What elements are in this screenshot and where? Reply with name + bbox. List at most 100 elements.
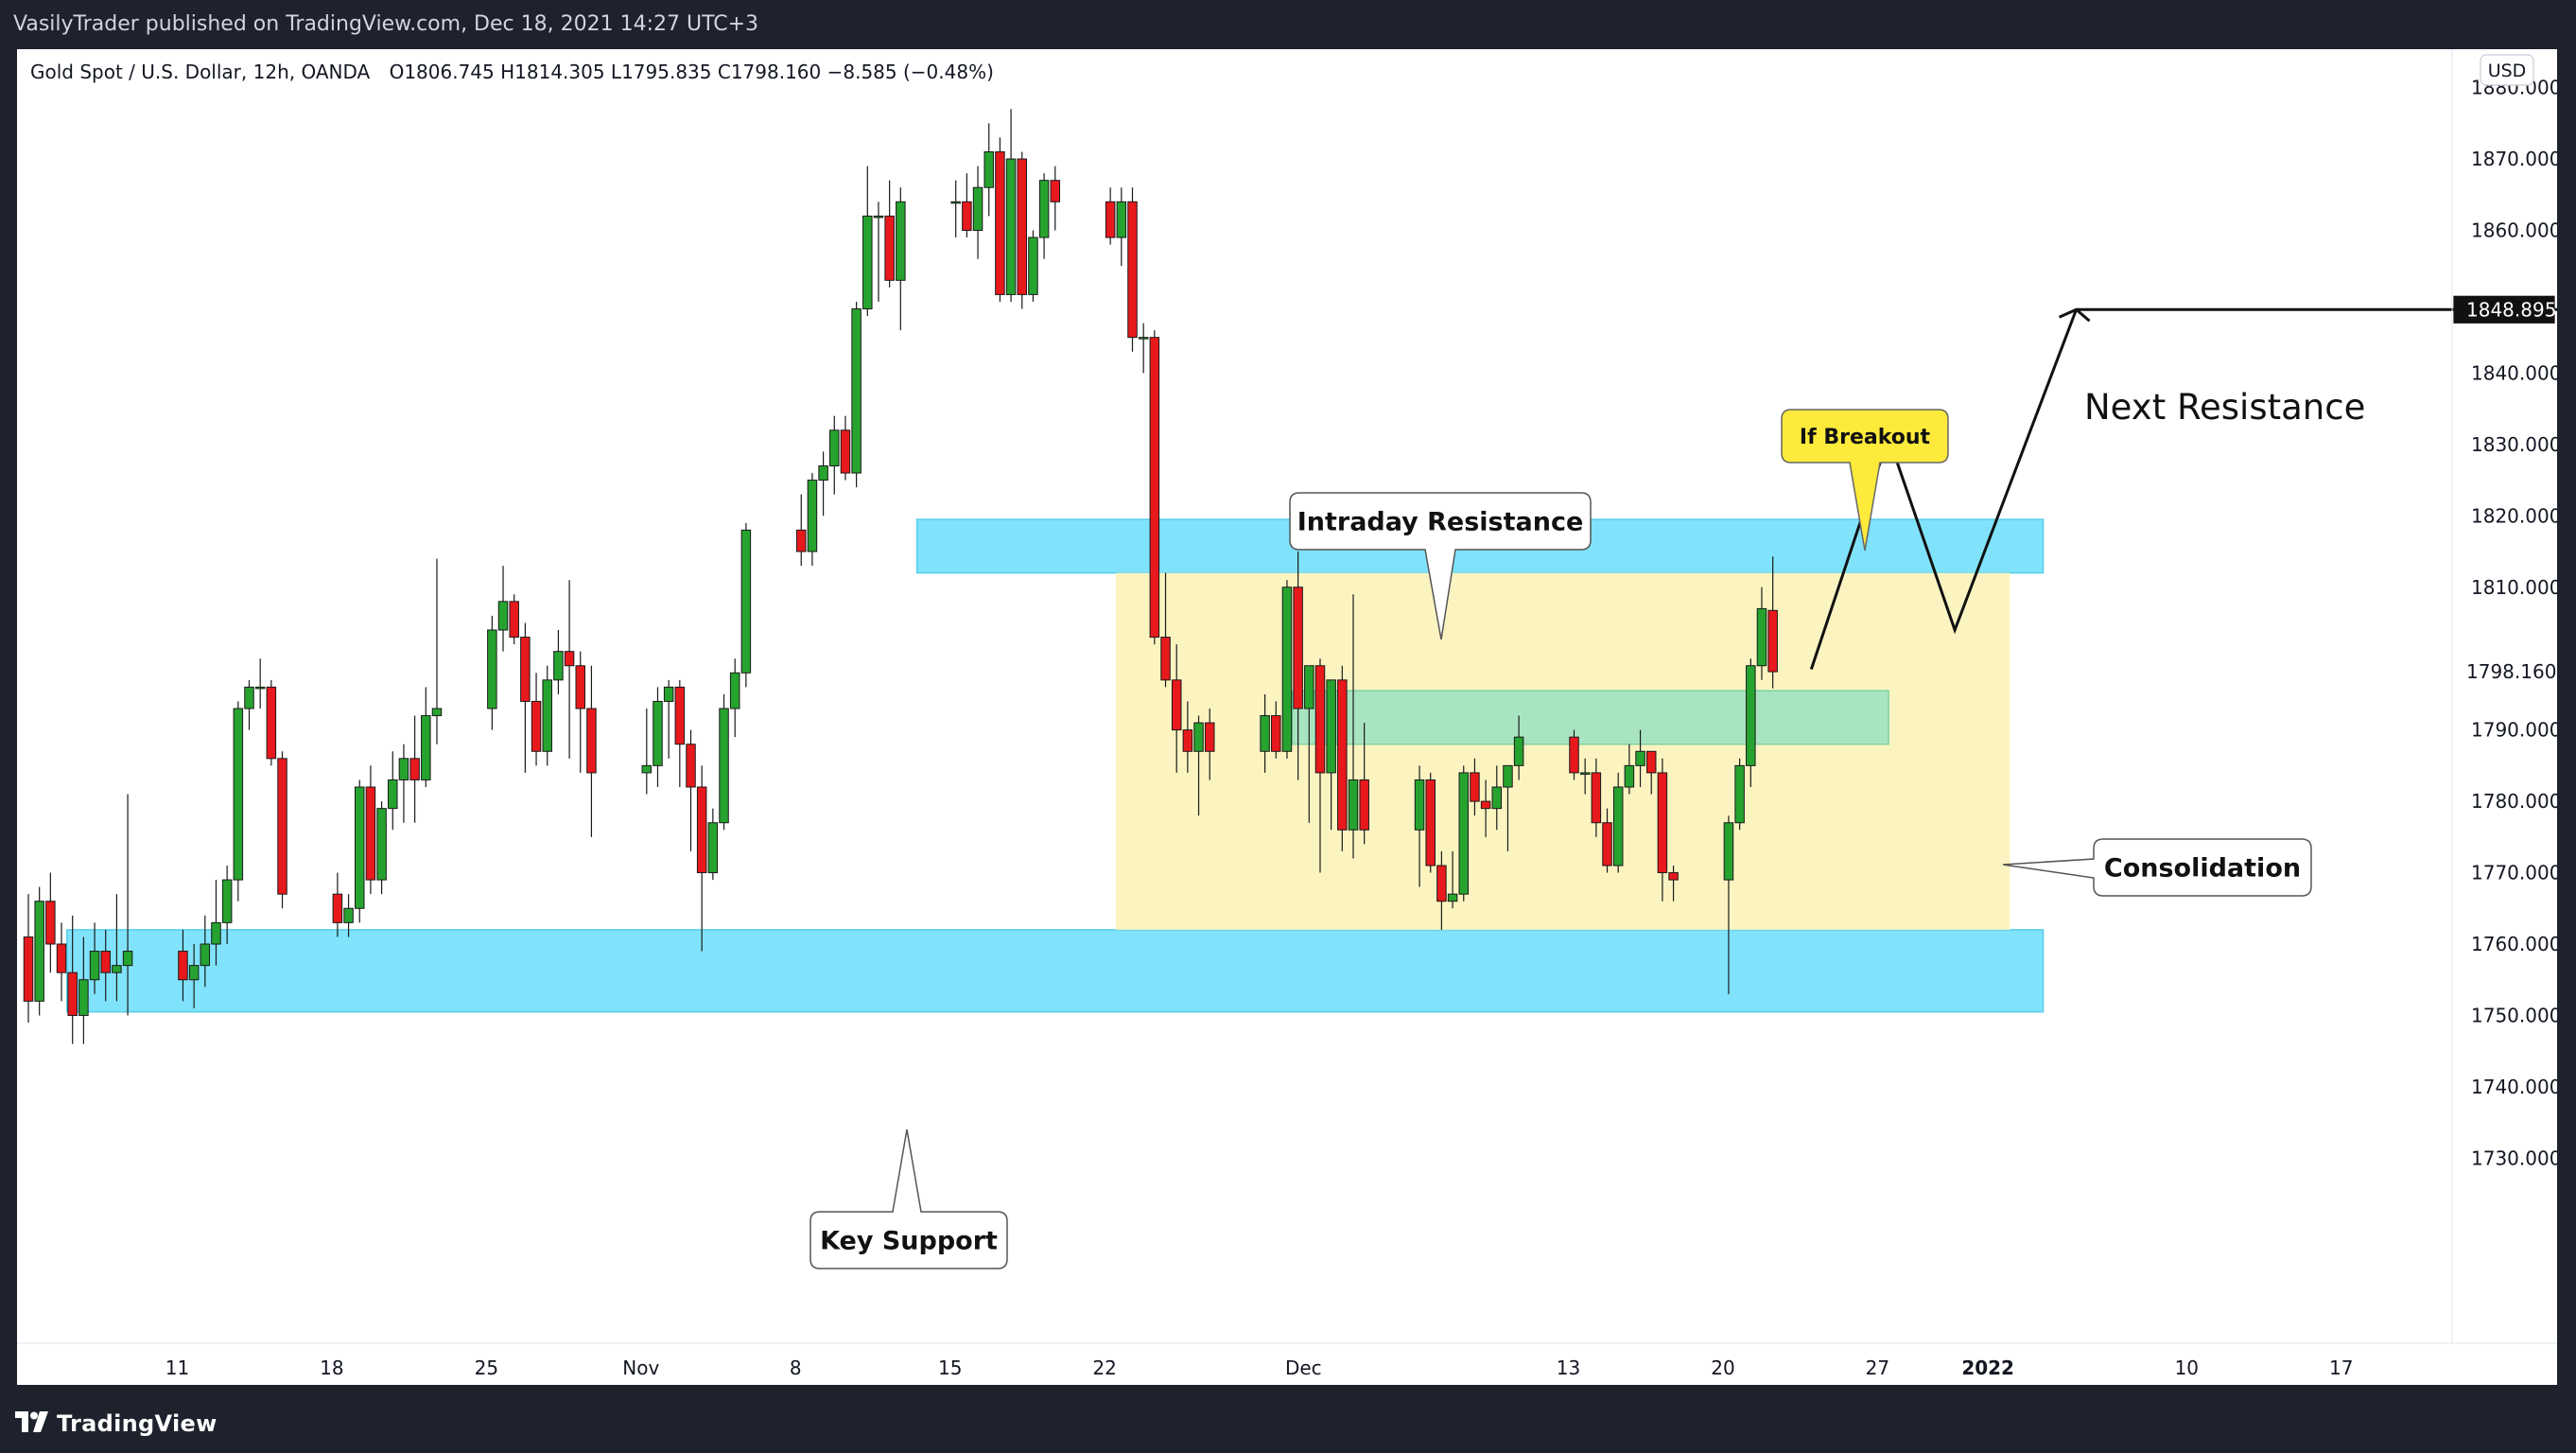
candle[interactable] bbox=[740, 522, 752, 688]
candle[interactable] bbox=[1470, 758, 1480, 816]
candle[interactable] bbox=[1271, 701, 1281, 759]
candle[interactable] bbox=[542, 665, 552, 766]
candle[interactable] bbox=[1116, 187, 1127, 267]
candle[interactable] bbox=[553, 630, 564, 694]
candle[interactable] bbox=[1447, 850, 1458, 909]
candle[interactable] bbox=[1326, 679, 1336, 831]
candle[interactable] bbox=[1182, 701, 1193, 773]
candle[interactable] bbox=[1491, 765, 1503, 831]
key-support-label[interactable]: Key Support bbox=[809, 1129, 1008, 1269]
candle[interactable] bbox=[962, 173, 972, 238]
candle[interactable] bbox=[1767, 556, 1778, 689]
candle[interactable] bbox=[34, 886, 44, 1016]
candle[interactable] bbox=[586, 665, 597, 837]
candle[interactable] bbox=[1171, 644, 1182, 773]
candle[interactable] bbox=[1612, 772, 1624, 873]
projected-path-line[interactable] bbox=[1809, 308, 2078, 670]
candle[interactable] bbox=[1425, 772, 1436, 873]
candle[interactable] bbox=[78, 937, 89, 1044]
candle[interactable] bbox=[1602, 808, 1612, 873]
candle[interactable] bbox=[100, 929, 111, 1002]
candle[interactable] bbox=[409, 715, 420, 823]
chart-panel[interactable]: Intraday Resistance Key Support Consolidat… bbox=[17, 49, 2557, 1385]
candle[interactable] bbox=[421, 687, 431, 788]
candle[interactable] bbox=[1480, 779, 1491, 837]
candle[interactable] bbox=[796, 494, 807, 567]
candle[interactable] bbox=[1513, 715, 1524, 780]
candle[interactable] bbox=[862, 166, 873, 317]
candle[interactable] bbox=[1635, 729, 1645, 788]
candle[interactable] bbox=[1624, 744, 1635, 795]
candle[interactable] bbox=[1050, 166, 1061, 231]
candle[interactable] bbox=[365, 765, 376, 895]
candle[interactable] bbox=[1138, 323, 1149, 374]
candle[interactable] bbox=[1293, 551, 1303, 780]
key-support-zone[interactable] bbox=[65, 929, 2045, 1013]
candle[interactable] bbox=[950, 180, 961, 238]
candle[interactable] bbox=[1458, 765, 1469, 902]
candle[interactable] bbox=[575, 651, 585, 773]
candle[interactable] bbox=[398, 744, 409, 823]
candle[interactable] bbox=[1348, 594, 1359, 859]
candle[interactable] bbox=[1028, 230, 1038, 302]
candle[interactable] bbox=[487, 615, 497, 730]
candle[interactable] bbox=[851, 301, 862, 488]
candle[interactable] bbox=[254, 658, 266, 709]
candle[interactable] bbox=[67, 915, 78, 1044]
candle[interactable] bbox=[1005, 109, 1017, 302]
candle[interactable] bbox=[211, 880, 221, 966]
candle[interactable] bbox=[1359, 723, 1369, 845]
candle[interactable] bbox=[1314, 658, 1326, 873]
candle[interactable] bbox=[277, 751, 287, 909]
candle[interactable] bbox=[1414, 765, 1425, 887]
candle[interactable] bbox=[531, 673, 542, 766]
candle[interactable] bbox=[1160, 572, 1171, 688]
candle[interactable] bbox=[1591, 758, 1602, 837]
candle[interactable] bbox=[829, 415, 840, 495]
candlestick-chart[interactable]: Intraday Resistance Key Support Consolidat… bbox=[17, 49, 2557, 1385]
candle[interactable] bbox=[244, 679, 254, 730]
candle[interactable] bbox=[674, 679, 686, 788]
candle[interactable] bbox=[1756, 586, 1767, 680]
candle[interactable] bbox=[1569, 729, 1579, 780]
candle[interactable] bbox=[840, 415, 851, 481]
candle[interactable] bbox=[388, 751, 398, 831]
inner-consolidation-zone[interactable] bbox=[1291, 690, 1889, 745]
candle[interactable] bbox=[376, 801, 387, 895]
intraday-resistance-label[interactable]: Intraday Resistance bbox=[1289, 492, 1592, 640]
candle[interactable] bbox=[1436, 850, 1447, 930]
candle[interactable] bbox=[89, 922, 100, 994]
candle[interactable] bbox=[233, 701, 244, 902]
candle[interactable] bbox=[1645, 750, 1657, 795]
candle[interactable] bbox=[355, 779, 365, 923]
candle[interactable] bbox=[983, 123, 994, 217]
candle[interactable] bbox=[1579, 758, 1591, 795]
candle[interactable] bbox=[1304, 665, 1314, 823]
candle[interactable] bbox=[188, 944, 200, 1008]
consolidation-zone[interactable] bbox=[1115, 572, 2010, 930]
candle[interactable] bbox=[807, 473, 818, 567]
candle[interactable] bbox=[45, 872, 56, 973]
candle[interactable] bbox=[509, 594, 519, 645]
candle[interactable] bbox=[1193, 715, 1204, 816]
candle[interactable] bbox=[653, 687, 663, 788]
candle[interactable] bbox=[1668, 866, 1679, 902]
candle[interactable] bbox=[1204, 709, 1215, 780]
candle[interactable] bbox=[995, 137, 1005, 302]
candle[interactable] bbox=[719, 693, 729, 831]
candle[interactable] bbox=[332, 872, 343, 937]
candle[interactable] bbox=[1017, 151, 1027, 309]
candle[interactable] bbox=[873, 201, 884, 302]
candle[interactable] bbox=[972, 166, 983, 259]
currency-button[interactable]: USD bbox=[2480, 54, 2534, 86]
candle[interactable] bbox=[266, 679, 277, 766]
candle[interactable] bbox=[818, 451, 828, 516]
candle[interactable] bbox=[497, 566, 509, 652]
candle[interactable] bbox=[1657, 758, 1668, 902]
candle[interactable] bbox=[200, 915, 211, 988]
candle[interactable] bbox=[896, 187, 906, 331]
candle[interactable] bbox=[1337, 665, 1348, 851]
candle[interactable] bbox=[1105, 187, 1116, 245]
candle[interactable] bbox=[122, 794, 133, 1016]
if-breakout-label[interactable]: If Breakout bbox=[1781, 409, 1949, 551]
